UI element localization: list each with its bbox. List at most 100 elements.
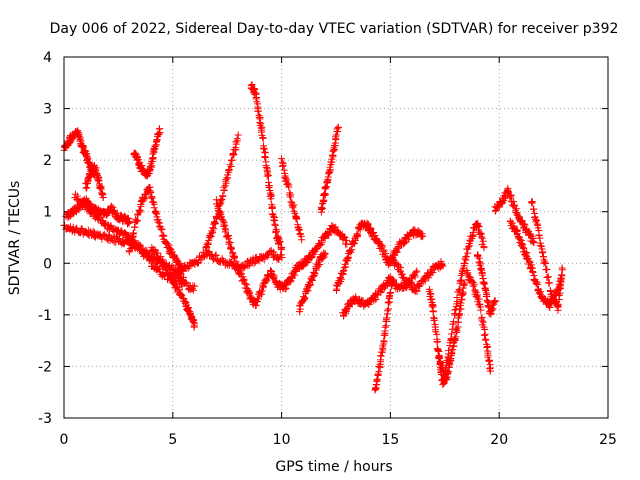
data-point [265, 183, 273, 191]
data-point [259, 284, 267, 292]
data-point [153, 137, 161, 145]
data-point [228, 157, 236, 165]
data-point [436, 357, 444, 365]
data-point [265, 172, 273, 180]
series-arc-23 [463, 267, 494, 375]
data-point [340, 264, 348, 272]
series-arc-8 [147, 244, 199, 331]
data-point [470, 280, 478, 288]
y-tick-label: -3 [38, 411, 52, 427]
data-point [281, 285, 289, 293]
data-point [477, 306, 485, 314]
data-point [381, 323, 389, 331]
data-point [529, 205, 537, 213]
data-point [448, 330, 456, 338]
data-point [238, 270, 246, 278]
series-arc-12 [247, 81, 286, 254]
data-point [178, 291, 186, 299]
data-point [485, 356, 493, 364]
data-point [428, 267, 436, 275]
data-point [462, 253, 470, 261]
data-point [451, 306, 459, 314]
data-point [75, 133, 83, 141]
data-point [308, 276, 316, 284]
data-point [232, 140, 240, 148]
data-point [259, 144, 267, 152]
data-point [264, 271, 272, 279]
data-point [521, 221, 529, 229]
data-point [370, 228, 378, 236]
data-point [163, 240, 171, 248]
data-point [212, 251, 220, 259]
data-point [372, 385, 380, 393]
data-point [479, 237, 487, 245]
data-point [152, 210, 160, 218]
data-point [483, 344, 491, 352]
data-point [211, 219, 219, 227]
data-point [337, 275, 345, 283]
data-point [189, 286, 197, 294]
data-point [271, 221, 279, 229]
series-arc-13 [267, 222, 351, 293]
data-point [513, 205, 521, 213]
data-point [240, 276, 248, 284]
data-point [419, 232, 427, 240]
data-point [117, 227, 125, 235]
series-arc-14 [277, 155, 306, 244]
data-point [107, 202, 115, 210]
data-point [321, 250, 329, 258]
data-point [148, 193, 156, 201]
data-point [270, 216, 278, 224]
data-point [417, 233, 425, 241]
data-point [259, 134, 267, 142]
data-point [227, 163, 235, 171]
series-arc-16 [317, 123, 342, 216]
data-point [284, 179, 292, 187]
data-point [415, 283, 423, 291]
data-point [155, 125, 163, 133]
data-point [382, 314, 390, 322]
data-point [339, 267, 347, 275]
data-point [334, 128, 342, 136]
data-point [430, 315, 438, 323]
data-point [222, 226, 230, 234]
data-point [170, 279, 178, 287]
x-tick-label: 0 [60, 432, 69, 448]
data-point [480, 280, 488, 288]
data-point [89, 227, 97, 235]
y-tick-label: 0 [43, 256, 52, 272]
data-point [554, 302, 562, 310]
data-point [378, 243, 386, 251]
data-point [350, 239, 358, 247]
data-point [125, 248, 133, 256]
data-point [545, 279, 553, 287]
data-point [491, 297, 499, 305]
data-point [531, 213, 539, 221]
data-point [441, 372, 449, 380]
data-point [481, 325, 489, 333]
series-arc-9 [168, 246, 286, 280]
data-point [279, 162, 287, 170]
data-point [442, 366, 450, 374]
data-point [544, 273, 552, 281]
data-point [220, 186, 228, 194]
data-point [259, 134, 267, 142]
data-point [275, 255, 283, 263]
data-point [85, 204, 93, 212]
data-point [490, 298, 498, 306]
data-point [421, 277, 429, 285]
data-point [541, 258, 549, 266]
data-point [334, 123, 342, 131]
series-arc-15 [296, 249, 329, 316]
data-point [412, 268, 420, 276]
data-point [456, 277, 464, 285]
data-point [130, 229, 138, 237]
data-point [342, 263, 350, 271]
data-point [528, 198, 536, 206]
data-point [405, 235, 413, 243]
data-point [147, 193, 155, 201]
data-point [433, 338, 441, 346]
data-point [367, 225, 375, 233]
data-point [469, 231, 477, 239]
data-point [328, 151, 336, 159]
